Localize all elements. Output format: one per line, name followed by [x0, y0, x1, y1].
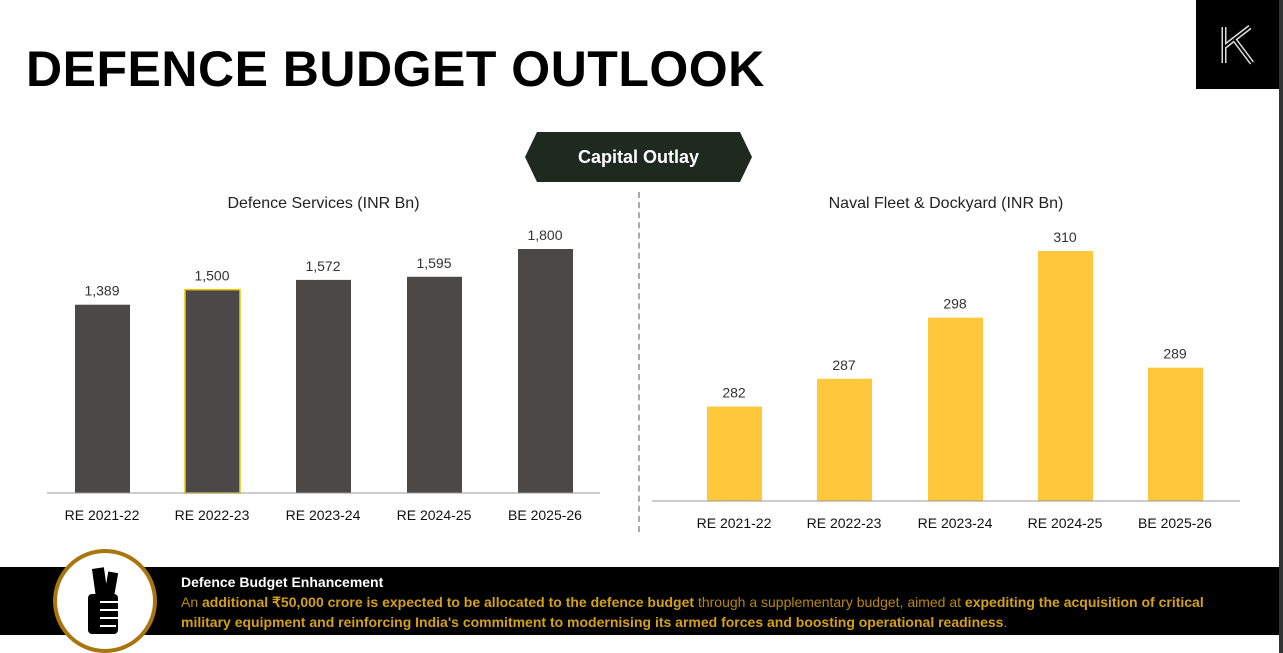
- bar: [707, 406, 762, 501]
- data-label: 1,572: [305, 258, 340, 274]
- bar: [518, 249, 573, 493]
- x-tick-label: RE 2021-22: [697, 515, 772, 531]
- charts: Defence Services (INR Bn) 1,389 RE 2021-22…: [47, 195, 1240, 531]
- data-label: 298: [943, 296, 967, 312]
- k-logo-icon: [1221, 24, 1254, 64]
- x-tick-label: RE 2022-23: [175, 507, 250, 523]
- bar: [1038, 251, 1093, 501]
- banner-title: Defence Budget Enhancement: [181, 574, 384, 590]
- divider: [638, 192, 640, 532]
- fist-money-icon: [88, 567, 119, 634]
- data-label: 1,389: [84, 283, 119, 299]
- x-tick-label: BE 2025-26: [1138, 515, 1212, 531]
- icon-circle: [53, 549, 157, 653]
- data-label: 287: [832, 357, 856, 373]
- chart-title: Naval Fleet & Dockyard (INR Bn): [829, 195, 1064, 212]
- banner-text: An additional ₹50,000 crore is expected …: [181, 594, 1204, 630]
- x-tick-label: RE 2023-24: [918, 515, 993, 531]
- logo: [1196, 0, 1279, 89]
- data-label: 289: [1163, 346, 1187, 362]
- bar: [1148, 367, 1203, 501]
- x-tick-label: RE 2021-22: [65, 507, 140, 523]
- data-label: 282: [722, 385, 746, 401]
- x-tick-label: RE 2022-23: [807, 515, 882, 531]
- scrollbar[interactable]: [1279, 0, 1283, 653]
- bar: [75, 304, 130, 493]
- bar: [184, 288, 241, 494]
- bar: [296, 279, 351, 493]
- x-tick-label: RE 2023-24: [286, 507, 361, 523]
- data-label: 310: [1053, 229, 1077, 245]
- page-title: DEFENCE BUDGET OUTLOOK: [26, 41, 765, 97]
- banner: [0, 567, 1279, 635]
- bar: [928, 317, 983, 501]
- x-tick-label: RE 2024-25: [1028, 515, 1103, 531]
- bar: [817, 378, 872, 501]
- data-label: 1,500: [194, 268, 229, 284]
- data-label: 1,800: [527, 227, 562, 243]
- chart-title: Defence Services (INR Bn): [227, 195, 419, 212]
- bar: [407, 276, 462, 493]
- x-tick-label: BE 2025-26: [508, 507, 582, 523]
- x-tick-label: RE 2024-25: [397, 507, 472, 523]
- data-label: 1,595: [416, 255, 451, 271]
- section-label: Capital Outlay: [525, 132, 752, 182]
